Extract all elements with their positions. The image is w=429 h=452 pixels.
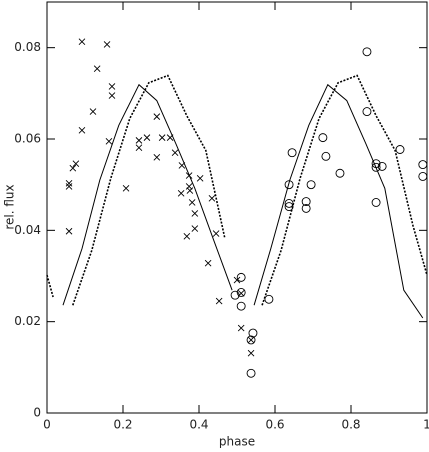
cross-point: [204, 259, 212, 267]
y-tick-label: 0.02: [14, 314, 41, 328]
cross-point: [89, 108, 97, 115]
cross-point: [171, 149, 179, 157]
cross-point: [65, 179, 73, 187]
model-line: [46, 74, 428, 306]
circle-point: [335, 168, 345, 178]
cross-point: [72, 160, 80, 167]
cross-point: [215, 297, 223, 305]
x-tick-label: 0: [43, 418, 51, 432]
cross-point: [247, 336, 255, 344]
cross-point: [69, 164, 77, 172]
circle-point: [264, 294, 274, 304]
cross-point: [153, 113, 161, 120]
cross-point: [183, 232, 191, 240]
cross-point: [103, 41, 111, 48]
y-tick-label: 0: [33, 406, 41, 420]
circle-point: [362, 107, 372, 117]
circle-point: [230, 290, 240, 300]
cross-point: [208, 195, 216, 202]
circle-point: [236, 287, 246, 297]
cross-point: [143, 134, 151, 141]
circle-point: [284, 180, 294, 190]
x-tick-label: 0.6: [265, 418, 284, 432]
circle-point: [318, 133, 328, 143]
cross-point: [233, 276, 241, 284]
x-tick-label: 1: [423, 418, 429, 432]
x-tick-label: 0.2: [113, 418, 132, 432]
circle-point: [236, 272, 246, 282]
circle-point: [321, 151, 331, 161]
cross-point: [65, 183, 73, 190]
circle-point: [246, 368, 256, 378]
cross-point: [191, 225, 199, 232]
cross-point: [135, 144, 143, 151]
cross-point: [188, 199, 196, 206]
circle-point: [395, 145, 405, 154]
circle-point: [287, 148, 297, 158]
cross-point: [237, 324, 245, 332]
y-tick-label: 0.06: [14, 132, 41, 146]
y-axis-label: rel. flux: [3, 184, 17, 229]
cross-point: [93, 65, 101, 72]
circle-point: [371, 162, 381, 172]
cross-point: [185, 183, 193, 190]
y-tick-label: 0.04: [14, 223, 41, 237]
circle-point: [306, 180, 316, 190]
x-tick-label: 0.8: [341, 418, 360, 432]
cross-point: [105, 137, 113, 145]
cross-point: [108, 92, 116, 99]
x-tick-label: 0.4: [189, 418, 208, 432]
circle-point: [301, 203, 311, 213]
cross-point: [108, 83, 116, 90]
cross-point: [186, 187, 194, 194]
cross-point: [122, 185, 130, 192]
model-line: [62, 83, 424, 319]
cross-point: [212, 230, 220, 237]
cross-point: [65, 227, 73, 235]
x-axis-label: phase: [219, 435, 255, 449]
circle-point: [371, 198, 381, 207]
cross-point: [158, 134, 166, 141]
circle-point: [418, 160, 428, 170]
circle-point: [248, 328, 258, 338]
cross-point: [191, 210, 199, 217]
cross-point: [135, 137, 143, 144]
circle-point: [301, 197, 311, 207]
circle-point: [418, 171, 428, 181]
circle-point: [236, 301, 246, 311]
plot-frame: [46, 1, 428, 414]
cross-point: [153, 153, 161, 161]
cross-point: [177, 190, 185, 197]
cross-point: [196, 174, 204, 182]
circle-point: [246, 335, 256, 345]
cross-point: [247, 349, 255, 357]
circle-point: [377, 161, 387, 171]
cross-point: [78, 38, 86, 46]
cross-point: [78, 127, 86, 134]
y-tick-label: 0.08: [14, 40, 41, 54]
circle-point: [362, 47, 372, 57]
